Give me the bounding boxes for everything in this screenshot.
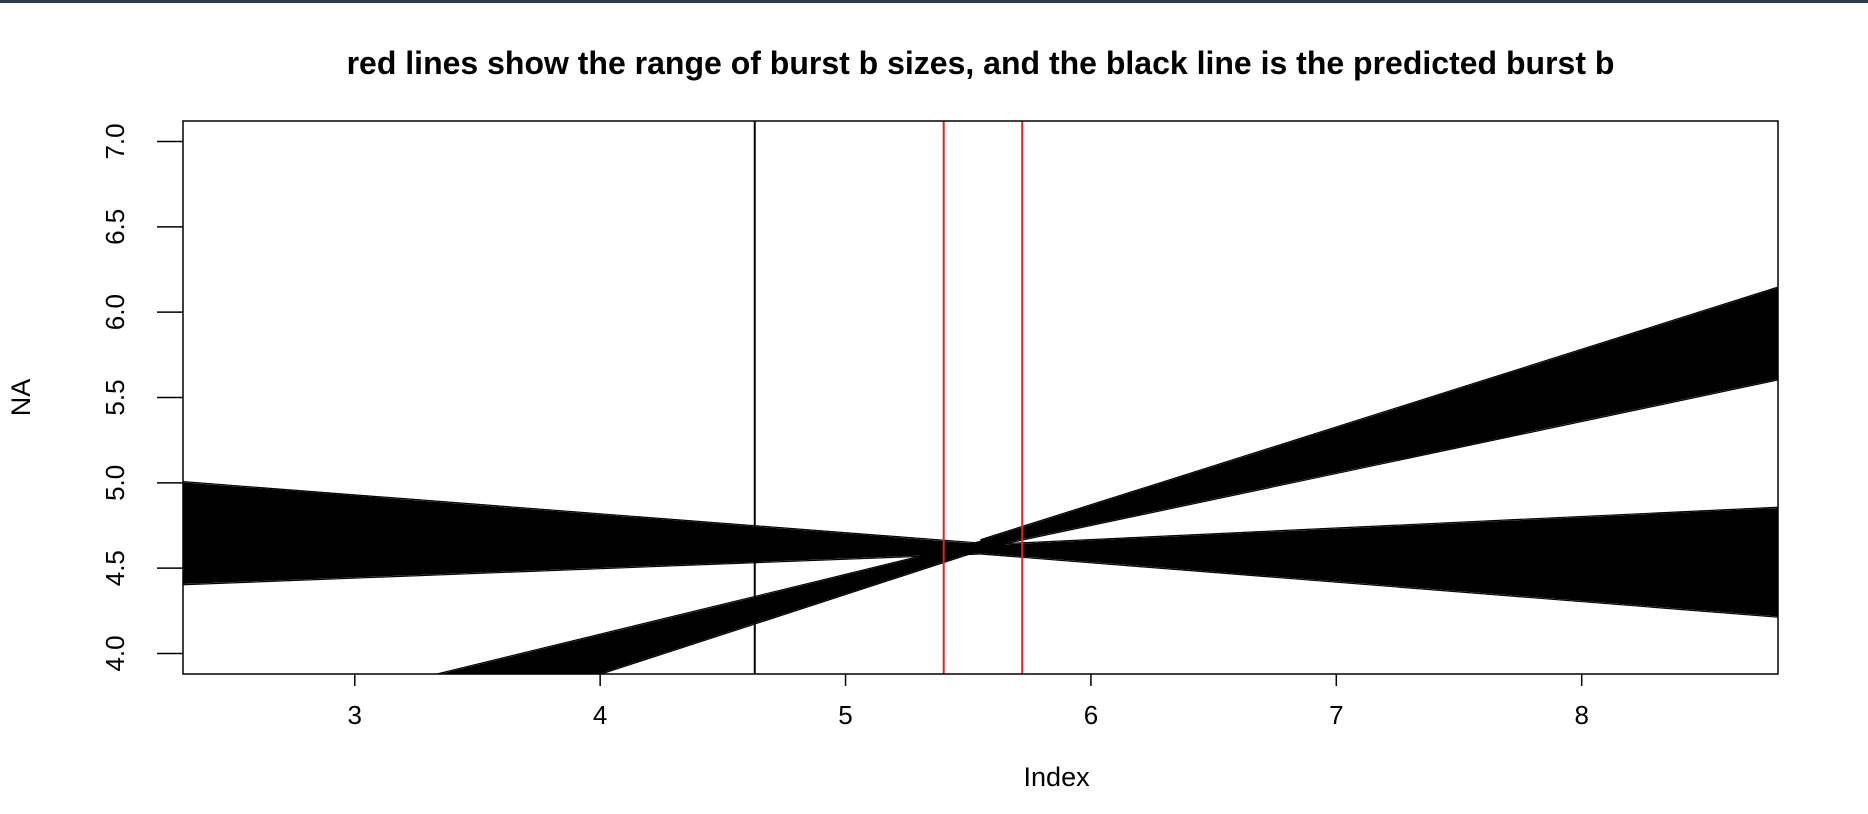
y-tick-label: 5.0 bbox=[100, 465, 130, 501]
line-bundle-2 bbox=[439, 541, 981, 674]
x-axis: 3 4 5 6 7 8 bbox=[348, 674, 1589, 730]
x-axis-label: Index bbox=[1024, 762, 1091, 792]
x-tick-label: 4 bbox=[593, 700, 607, 730]
line-bundle-2-edge-2 bbox=[599, 550, 981, 674]
x-tick-label: 3 bbox=[348, 700, 362, 730]
line-bundle-4 bbox=[980, 507, 1778, 617]
y-axis: 4.0 4.5 5.0 5.5 6.0 6.5 7.0 bbox=[100, 123, 183, 672]
plot-area bbox=[183, 121, 1778, 674]
line-bundle-2-edge-1 bbox=[434, 540, 981, 674]
line-bundle-4-edge-1 bbox=[980, 506, 1778, 546]
y-tick-label: 4.0 bbox=[100, 635, 130, 671]
line-bundle-3 bbox=[980, 287, 1778, 549]
x-tick-label: 5 bbox=[838, 700, 852, 730]
line-bundle-3-edge-1 bbox=[980, 286, 1778, 541]
y-tick-label: 5.5 bbox=[100, 379, 130, 415]
y-axis-label: NA bbox=[6, 379, 36, 417]
x-tick-label: 6 bbox=[1084, 700, 1098, 730]
y-tick-label: 7.0 bbox=[100, 123, 130, 159]
y-tick-label: 4.5 bbox=[100, 550, 130, 586]
x-tick-label: 7 bbox=[1329, 700, 1343, 730]
window-top-border bbox=[0, 0, 1868, 3]
line-bundle-3-edge-2 bbox=[980, 379, 1778, 550]
chart-title: red lines show the range of burst b size… bbox=[347, 45, 1615, 81]
y-tick-label: 6.5 bbox=[100, 209, 130, 245]
y-tick-label: 6.0 bbox=[100, 294, 130, 330]
line-bundle-4-edge-2 bbox=[980, 553, 1778, 618]
line-bundle-1-edge-2 bbox=[183, 553, 981, 586]
line-bundle-1-edge-1 bbox=[183, 481, 981, 544]
line-bundle-1 bbox=[183, 482, 981, 585]
x-tick-label: 8 bbox=[1574, 700, 1588, 730]
